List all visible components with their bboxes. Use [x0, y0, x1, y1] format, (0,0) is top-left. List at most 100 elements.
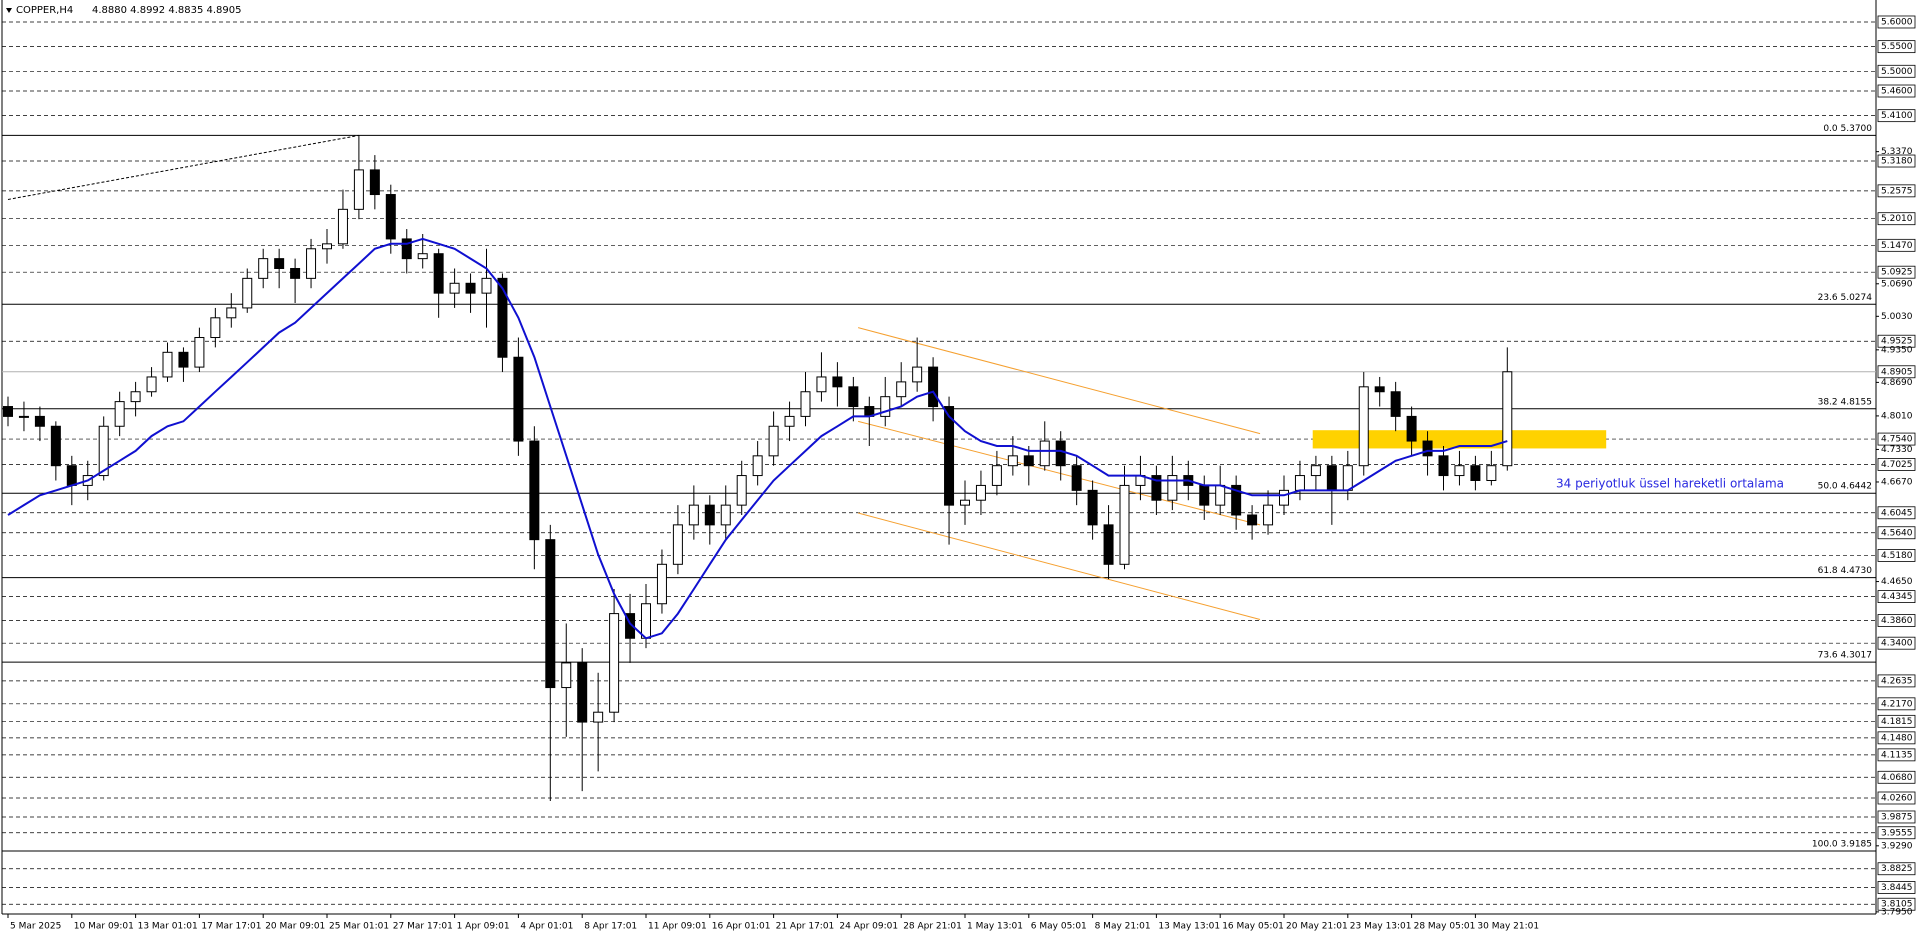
candle-body [1310, 465, 1321, 477]
level-label-box [1877, 154, 1916, 168]
candle-body [545, 539, 556, 689]
candle-body [1215, 484, 1226, 506]
candle-body [306, 248, 317, 279]
candle-body [401, 238, 412, 260]
fib-label: 38.2 4.8155 [1818, 397, 1872, 407]
level-label: 3.8825 [1881, 864, 1913, 874]
menu-triangle [6, 8, 12, 13]
candle-body [960, 499, 970, 506]
level-label: 4.9525 [1881, 337, 1913, 347]
level-label-box [1877, 770, 1916, 784]
candle-body [1007, 455, 1018, 467]
candle-body [880, 396, 891, 417]
y-tick-label: 5.3370 [1881, 147, 1913, 157]
level-label: 4.5640 [1881, 528, 1913, 538]
trendline [858, 420, 1261, 526]
x-tick-label: 5 Mar 2025 [10, 922, 61, 932]
x-tick-label: 13 Mar 01:01 [138, 922, 198, 932]
candle-body [609, 613, 620, 713]
candle-body [768, 425, 779, 457]
candle-body [688, 504, 699, 526]
candle-body [593, 711, 604, 723]
x-tick-label: 16 Apr 01:01 [712, 922, 771, 932]
trendline [7, 134, 359, 200]
x-tick-label: 10 Mar 09:01 [74, 922, 134, 932]
level-label-box [1877, 636, 1916, 650]
candle-body [912, 366, 923, 383]
level-label: 4.0680 [1881, 773, 1913, 783]
x-tick-label: 20 May 21:01 [1286, 922, 1348, 932]
current-price-label: 4.8905 [1881, 367, 1913, 377]
candle-body [449, 282, 460, 294]
candle-body [672, 524, 683, 565]
candle-body [848, 386, 859, 408]
level-label: 4.2635 [1881, 676, 1913, 686]
candle-body [353, 169, 364, 210]
candle-body [34, 415, 45, 427]
candle-body [720, 504, 731, 526]
level-label: 4.1480 [1881, 733, 1913, 743]
x-tick-label: 13 May 13:01 [1158, 922, 1220, 932]
level-label-box [1877, 791, 1916, 805]
candle-body [369, 169, 380, 196]
candle-body [1502, 371, 1513, 467]
candle-body [1167, 475, 1178, 501]
candle-body [656, 563, 667, 605]
x-tick-label: 20 Mar 09:01 [265, 922, 325, 932]
candle-body [322, 243, 332, 250]
zone [1312, 430, 1607, 449]
x-tick-label: 16 May 05:01 [1222, 922, 1284, 932]
level-label: 4.1815 [1881, 717, 1913, 727]
level-label-box [1877, 897, 1916, 911]
level-label: 5.2010 [1881, 214, 1913, 224]
y-tick-label: 4.9350 [1881, 345, 1913, 355]
x-tick-label: 4 Apr 01:01 [520, 922, 573, 932]
candle-body [736, 475, 747, 506]
x-tick-label: 25 Mar 01:01 [329, 922, 389, 932]
candle-body [130, 391, 141, 403]
fib-label: 23.6 5.0274 [1818, 293, 1873, 303]
level-label: 5.0925 [1881, 268, 1913, 278]
level-label: 4.3400 [1881, 639, 1913, 649]
candle-body [529, 440, 540, 541]
candle-body [1151, 475, 1162, 501]
candle-body [784, 415, 795, 427]
annotation: 34 periyotluk üssel hareketli ortalama [1556, 477, 1784, 491]
trendline [858, 327, 1261, 435]
fib-label: 73.6 4.3017 [1818, 651, 1872, 661]
current-price-box [1877, 365, 1916, 379]
level-label-box [1877, 84, 1916, 98]
candle-body [50, 425, 61, 467]
level-label-box [1877, 862, 1916, 876]
candle-body [66, 465, 77, 486]
level-label: 5.5000 [1881, 67, 1913, 77]
candle-body [481, 277, 492, 294]
candle-body [3, 406, 13, 417]
candle-body [194, 337, 205, 368]
level-label: 5.4600 [1881, 87, 1913, 97]
level-label: 5.3180 [1881, 157, 1913, 167]
candle-body [1247, 514, 1258, 526]
candle-body [1454, 465, 1465, 477]
level-label: 4.6045 [1881, 508, 1913, 518]
candle-body [832, 376, 843, 388]
level-label-box [1877, 458, 1916, 471]
level-label-box [1877, 334, 1916, 348]
candle-body [1119, 484, 1130, 565]
level-label: 5.5500 [1881, 42, 1913, 52]
level-label: 4.1135 [1881, 750, 1913, 760]
level-label-box [1877, 881, 1916, 894]
candle-body [1023, 455, 1034, 467]
y-tick-label: 5.0030 [1881, 312, 1913, 322]
candle-body [417, 253, 428, 260]
candle-body [1087, 489, 1098, 526]
level-label: 5.1470 [1881, 241, 1913, 251]
x-tick-label: 11 Apr 09:01 [648, 922, 707, 932]
candle-body [896, 381, 907, 398]
level-label-box [1877, 184, 1916, 198]
x-tick-label: 27 Mar 17:01 [393, 922, 453, 932]
candle-body [1294, 475, 1305, 491]
level-label: 4.3860 [1881, 616, 1913, 626]
